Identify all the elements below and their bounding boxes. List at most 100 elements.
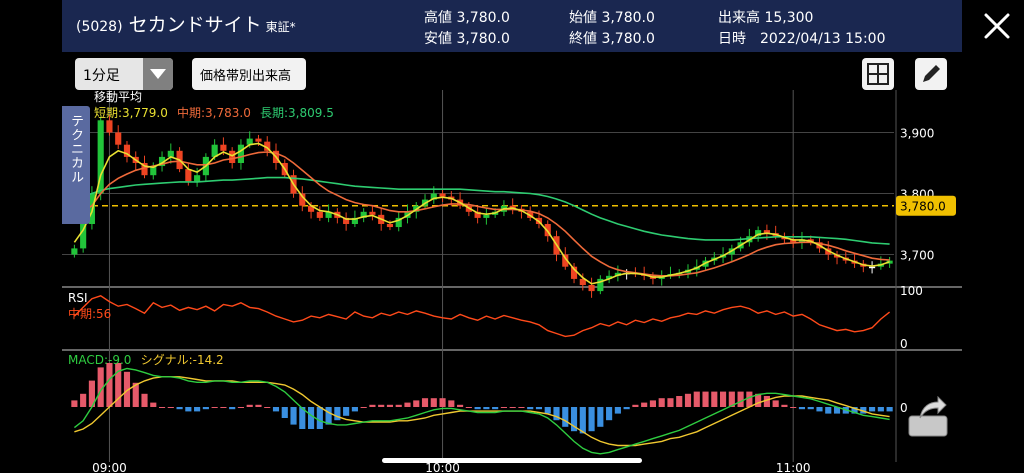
- time-tick-label: 11:00: [776, 461, 811, 473]
- technical-tab[interactable]: テクニカル: [62, 106, 90, 224]
- macd-histogram-bar: [632, 404, 639, 407]
- macd-histogram-bar: [202, 407, 209, 410]
- macd-histogram-bar: [772, 400, 779, 407]
- macd-histogram-bar: [746, 391, 753, 407]
- macd-histogram-bar: [816, 407, 823, 412]
- macd-histogram-bar: [343, 407, 350, 416]
- macd-histogram-bar: [413, 400, 420, 407]
- macd-histogram-bar: [176, 407, 183, 410]
- macd-histogram-bar: [711, 391, 718, 407]
- macd-histogram-bar: [869, 407, 876, 412]
- candle-body: [71, 248, 78, 255]
- macd-histogram-bar: [158, 407, 166, 408]
- volume-profile-button[interactable]: 価格帯別出来高: [192, 58, 306, 90]
- candle-body: [158, 156, 166, 167]
- macd-histogram-bar: [676, 396, 683, 407]
- draw-button[interactable]: [915, 58, 947, 90]
- macd-histogram-bar: [167, 407, 174, 408]
- time-axis: 09:00 10:00 11:00: [92, 461, 810, 473]
- candle-body: [597, 278, 604, 292]
- candle-body: [395, 217, 402, 228]
- macd-histogram-bar: [886, 407, 893, 412]
- macd-tick-label: 0: [900, 401, 908, 415]
- candle-body: [80, 224, 87, 249]
- macd-histogram-bar: [448, 400, 455, 407]
- candle-body: [439, 193, 446, 197]
- macd-histogram-bar: [518, 407, 525, 408]
- candle-body: [430, 193, 437, 200]
- macd-histogram-bar: [509, 407, 516, 408]
- candle-body: [483, 214, 490, 218]
- candle-body: [369, 211, 376, 215]
- macd-histogram-bar: [562, 407, 569, 427]
- macd-histogram-bar: [229, 407, 236, 410]
- macd-histogram-bar: [97, 367, 104, 407]
- macd-histogram-bar: [220, 407, 227, 408]
- fullscreen-toggle-icon[interactable]: [906, 396, 952, 440]
- macd-histogram-bar: [483, 407, 490, 410]
- time-tick-label: 10:00: [425, 461, 460, 473]
- macd-histogram-bar: [255, 404, 262, 407]
- price-tick-label: 3,900: [900, 127, 934, 141]
- candle-body: [474, 211, 481, 218]
- macd-histogram-bar: [123, 371, 131, 407]
- candle-body: [194, 175, 201, 182]
- macd-histogram-bar: [316, 407, 323, 429]
- candle-body: [237, 144, 245, 163]
- layout-grid-button[interactable]: [862, 58, 894, 90]
- candle-body: [150, 166, 157, 176]
- period-label: 1分足: [83, 68, 120, 84]
- macd-histogram-bar: [360, 407, 367, 408]
- macd-histogram-bar: [132, 382, 139, 407]
- macd-histogram-bar: [623, 407, 630, 410]
- macd-legend-entry: シグナル:-14.2: [141, 353, 224, 367]
- candle-body: [255, 138, 262, 142]
- close-button[interactable]: [979, 8, 1015, 44]
- long-ma-line: [74, 176, 890, 245]
- macd-legend-entry: MACD:-9.0: [68, 353, 131, 367]
- macd-histogram-bar: [281, 407, 288, 418]
- candle-body: [509, 205, 516, 209]
- macd-histogram-bar: [755, 393, 762, 407]
- macd-histogram-bar: [728, 391, 735, 407]
- macd-histogram-bar: [465, 407, 472, 408]
- candle-body: [246, 138, 253, 145]
- candle-body: [562, 254, 569, 267]
- grid-icon: [867, 63, 889, 85]
- candle-body: [211, 144, 218, 157]
- macd-histogram-bar: [658, 398, 665, 407]
- macd-histogram-bar: [307, 407, 315, 429]
- macd-histogram-bar: [825, 407, 832, 414]
- ma-legend-title: 移動平均: [94, 90, 142, 104]
- macd-histogram-bar: [702, 391, 709, 407]
- candle-body: [588, 285, 595, 292]
- macd-histogram-bar: [404, 402, 411, 407]
- candle-body: [97, 120, 104, 194]
- rsi-tick-label: 0: [900, 337, 908, 351]
- macd-histogram-bar: [430, 398, 437, 407]
- period-select[interactable]: 1分足: [75, 58, 173, 90]
- macd-histogram-bar: [106, 363, 113, 407]
- stock-name: セカンドサイト: [128, 14, 262, 36]
- ma-legend-entry: 長期:3,809.5: [260, 106, 334, 120]
- macd-histogram-bar: [369, 404, 376, 407]
- macd-histogram-bar: [781, 404, 788, 407]
- macd-histogram-bar: [474, 407, 481, 410]
- close-price: 終値 3,780.0: [569, 31, 655, 47]
- macd-histogram-bar: [641, 402, 648, 407]
- candle-body: [316, 211, 323, 218]
- macd-histogram-bar: [500, 407, 507, 408]
- technical-tab-label: テクニカル: [68, 114, 83, 184]
- candle-body: [299, 193, 306, 206]
- home-indicator: [382, 458, 642, 463]
- low-price: 安値 3,780.0: [424, 31, 510, 47]
- candle-body: [869, 266, 876, 269]
- macd-histogram-bar: [457, 404, 464, 407]
- volume-value: 出来高 15,300: [718, 10, 814, 26]
- mid-ma-line: [73, 151, 890, 277]
- macd-histogram-bar: [299, 407, 306, 429]
- macd-histogram-bar: [649, 400, 657, 407]
